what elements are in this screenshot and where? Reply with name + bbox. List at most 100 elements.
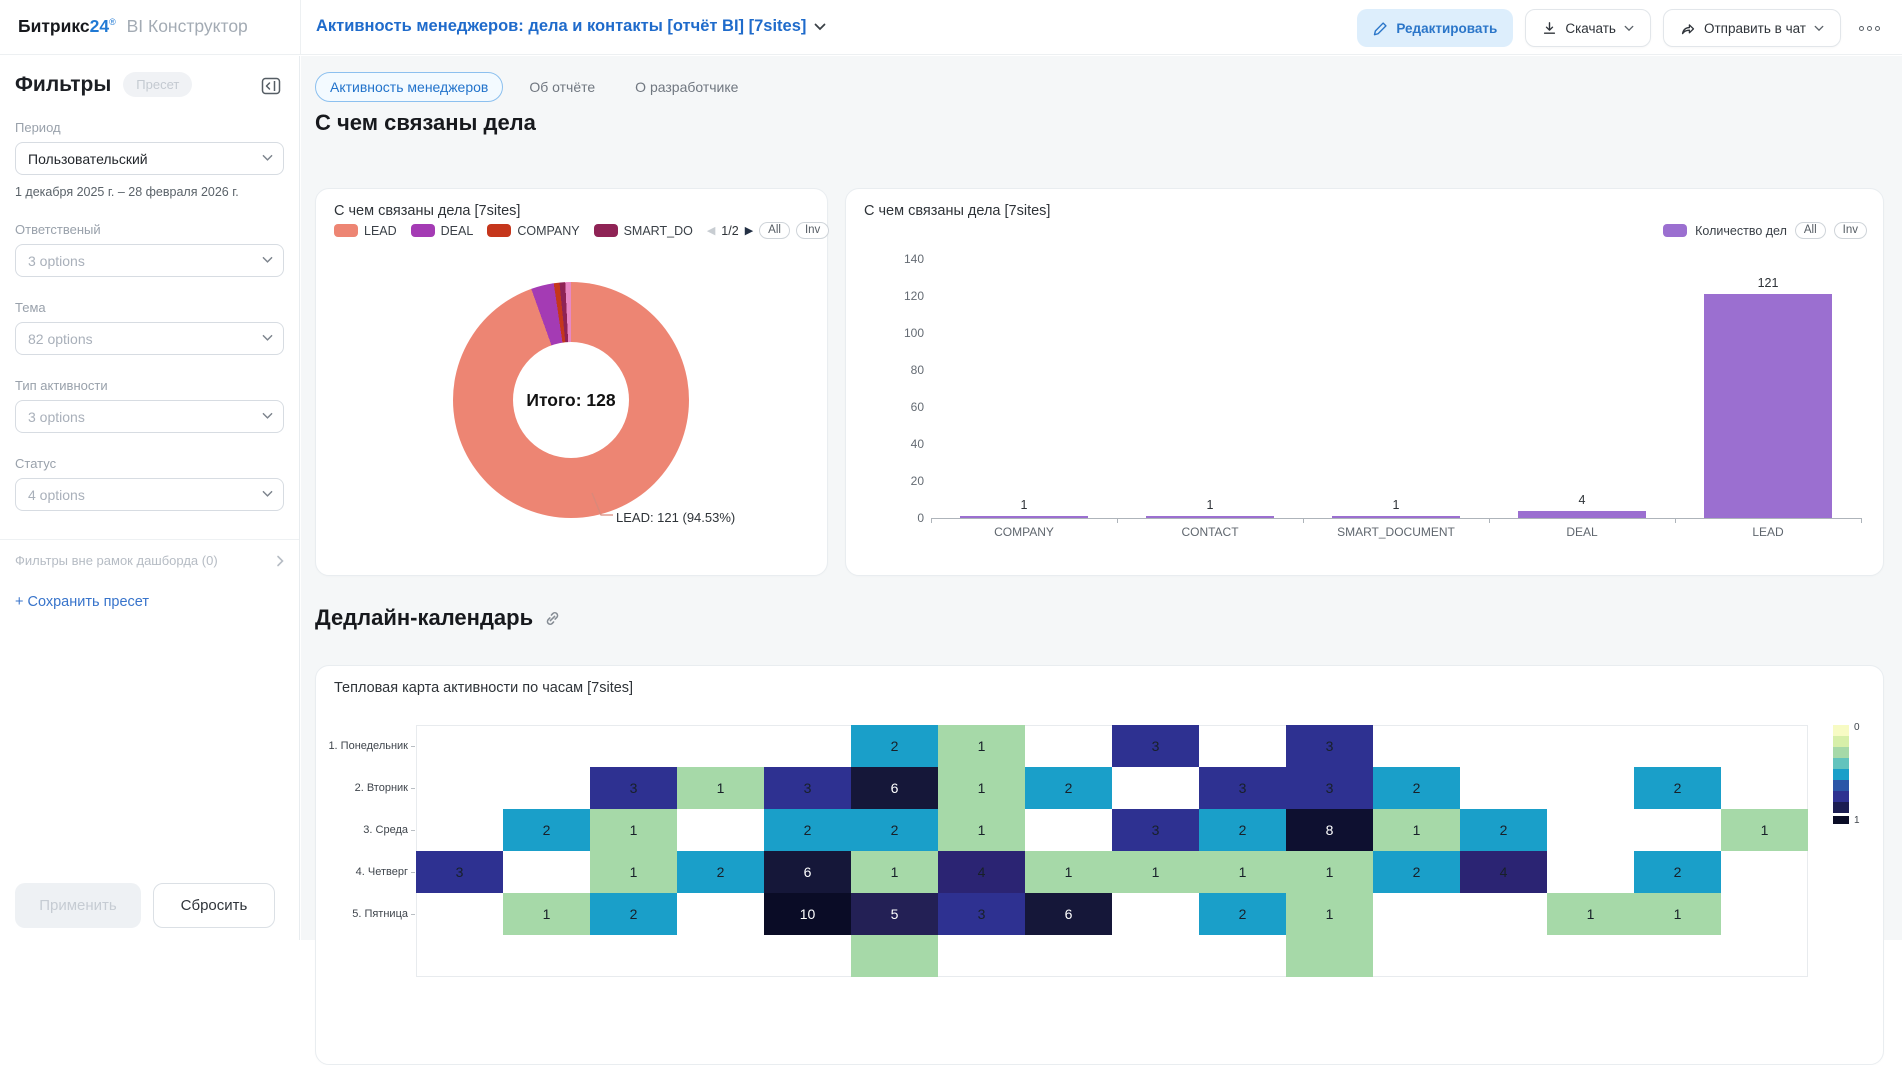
legend-prev-icon[interactable]: ◀ bbox=[706, 225, 716, 237]
heatmap-cell[interactable]: 1 bbox=[1286, 851, 1373, 893]
heatmap-cell[interactable]: 2 bbox=[764, 809, 851, 851]
bar-smart_document[interactable] bbox=[1332, 516, 1460, 518]
bar-company[interactable] bbox=[960, 516, 1088, 518]
legend-item-company[interactable]: COMPANY bbox=[487, 224, 580, 238]
heatmap-cell[interactable]: 2 bbox=[1025, 767, 1112, 809]
heatmap-cell[interactable]: 2 bbox=[851, 809, 938, 851]
filter-select-2[interactable]: 3 options bbox=[15, 244, 284, 277]
heatmap-cell[interactable]: 1 bbox=[1112, 851, 1199, 893]
filter-select-value: Пользовательский bbox=[28, 150, 148, 167]
heatmap-card: Тепловая карта активности по часам [7sit… bbox=[315, 665, 1884, 1065]
heatmap-cell[interactable] bbox=[1286, 935, 1373, 977]
donut-chart[interactable]: Итого: 128 bbox=[453, 282, 689, 518]
download-button[interactable]: Скачать bbox=[1525, 9, 1651, 47]
report-title-selector[interactable]: Активность менеджеров: дела и контакты [… bbox=[316, 17, 826, 36]
collapse-sidebar-button[interactable] bbox=[259, 74, 283, 98]
filters-title: Фильтры bbox=[15, 72, 112, 96]
more-menu-button[interactable] bbox=[1853, 25, 1886, 31]
bar-contact[interactable] bbox=[1146, 516, 1274, 518]
heatmap-cell[interactable] bbox=[851, 935, 938, 977]
heatmap-cell[interactable]: 6 bbox=[851, 767, 938, 809]
legend-item-deal[interactable]: DEAL bbox=[410, 224, 473, 238]
chevron-down-icon bbox=[1624, 25, 1634, 31]
heatmap-cell[interactable]: 2 bbox=[1199, 809, 1286, 851]
tab-2[interactable]: Об отчёте bbox=[529, 79, 596, 95]
filter-select-4[interactable]: 3 options bbox=[15, 400, 284, 433]
heatmap-cell[interactable]: 1 bbox=[1634, 893, 1721, 935]
edit-button[interactable]: Редактировать bbox=[1357, 9, 1514, 47]
filter-label-3: Тема bbox=[15, 300, 46, 315]
legend-inv-button[interactable]: Inv bbox=[1833, 222, 1867, 239]
heatmap-cell[interactable]: 3 bbox=[1112, 725, 1199, 767]
heatmap-cell[interactable]: 2 bbox=[590, 893, 677, 935]
preset-badge: Пресет bbox=[123, 72, 193, 97]
donut-legend: LEAD DEAL COMPANY SMART_DO ◀ 1/2 ▶ All Inv bbox=[334, 222, 830, 239]
heatmap-cell[interactable]: 3 bbox=[764, 767, 851, 809]
heatmap-cell[interactable]: 1 bbox=[938, 809, 1025, 851]
filter-select-5[interactable]: 4 options bbox=[15, 478, 284, 511]
header-divider bbox=[300, 0, 301, 55]
send-to-chat-button[interactable]: Отправить в чат bbox=[1662, 9, 1841, 47]
heatmap-cell[interactable]: 1 bbox=[1286, 893, 1373, 935]
heatmap-cell[interactable]: 1 bbox=[590, 809, 677, 851]
apply-button[interactable]: Применить bbox=[15, 883, 141, 928]
heatmap-cell[interactable]: 2 bbox=[1634, 851, 1721, 893]
heatmap-cell[interactable]: 1 bbox=[1373, 809, 1460, 851]
y-axis-label: 100 bbox=[903, 326, 924, 340]
heatmap-cell[interactable]: 6 bbox=[1025, 893, 1112, 935]
heatmap-cell[interactable]: 2 bbox=[851, 725, 938, 767]
heatmap-cell[interactable]: 2 bbox=[1373, 851, 1460, 893]
heatmap-cell[interactable]: 3 bbox=[938, 893, 1025, 935]
heatmap-cell[interactable]: 2 bbox=[677, 851, 764, 893]
heatmap-cell[interactable]: 2 bbox=[1634, 767, 1721, 809]
heatmap-cell[interactable]: 1 bbox=[938, 767, 1025, 809]
heatmap-cell[interactable]: 1 bbox=[1547, 893, 1634, 935]
heatmap-cell[interactable]: 1 bbox=[1721, 809, 1808, 851]
heatmap-cell[interactable]: 2 bbox=[1199, 893, 1286, 935]
legend-item-label: SMART_DO bbox=[623, 223, 693, 238]
legend-item-lead[interactable]: LEAD bbox=[334, 224, 397, 238]
x-axis-category-label: CONTACT bbox=[1181, 525, 1239, 539]
legend-next-icon[interactable]: ▶ bbox=[744, 225, 754, 237]
save-preset-link[interactable]: + Сохранить пресет bbox=[15, 594, 150, 610]
heatmap-cell[interactable]: 1 bbox=[677, 767, 764, 809]
heatmap-cell[interactable]: 3 bbox=[1112, 809, 1199, 851]
tab-1[interactable]: Активность менеджеров bbox=[315, 72, 504, 102]
heatmap-cell[interactable]: 2 bbox=[503, 809, 590, 851]
pencil-icon bbox=[1374, 21, 1387, 35]
outer-filters-link[interactable]: Фильтры вне рамок дашборда (0) bbox=[15, 553, 284, 568]
reset-button[interactable]: Сбросить bbox=[153, 883, 275, 928]
report-title[interactable]: Активность менеджеров: дела и контакты [… bbox=[316, 17, 807, 35]
heatmap-cell[interactable]: 6 bbox=[764, 851, 851, 893]
heatmap-cell[interactable]: 3 bbox=[590, 767, 677, 809]
heatmap-cell[interactable]: 1 bbox=[503, 893, 590, 935]
legend-inv-button[interactable]: Inv bbox=[795, 222, 830, 239]
filter-select-1[interactable]: Пользовательский bbox=[15, 142, 284, 175]
heatmap-cell[interactable]: 4 bbox=[1460, 851, 1547, 893]
heatmap-cell[interactable]: 3 bbox=[416, 851, 503, 893]
legend-item-smart_do[interactable]: SMART_DO bbox=[593, 223, 693, 238]
heatmap-cell[interactable]: 5 bbox=[851, 893, 938, 935]
legend-all-button[interactable]: All bbox=[1794, 222, 1826, 239]
link-icon[interactable] bbox=[543, 609, 562, 628]
tab-3[interactable]: О разработчике bbox=[635, 79, 739, 95]
heatmap-cell[interactable]: 3 bbox=[1199, 767, 1286, 809]
heatmap-cell[interactable]: 4 bbox=[938, 851, 1025, 893]
heatmap-cell[interactable]: 3 bbox=[1286, 725, 1373, 767]
heatmap-cell[interactable]: 1 bbox=[851, 851, 938, 893]
legend-all-button[interactable]: All bbox=[759, 222, 790, 239]
heatmap-cell[interactable]: 10 bbox=[764, 893, 851, 935]
heatmap-cell[interactable]: 1 bbox=[1025, 851, 1112, 893]
filter-select-3[interactable]: 82 options bbox=[15, 322, 284, 355]
bar-chart-card: С чем связаны дела [7sites] Количество д… bbox=[845, 188, 1884, 576]
bar-deal[interactable] bbox=[1518, 510, 1646, 518]
heatmap-cell[interactable]: 1 bbox=[938, 725, 1025, 767]
heatmap-cell[interactable]: 1 bbox=[1199, 851, 1286, 893]
heatmap-cell[interactable]: 8 bbox=[1286, 809, 1373, 851]
donut-chart-card: С чем связаны дела [7sites] LEAD DEAL COMP… bbox=[315, 188, 830, 576]
heatmap-cell[interactable]: 3 bbox=[1286, 767, 1373, 809]
bar-lead[interactable] bbox=[1704, 294, 1832, 518]
heatmap-cell[interactable]: 1 bbox=[590, 851, 677, 893]
heatmap-cell[interactable]: 2 bbox=[1373, 767, 1460, 809]
heatmap-cell[interactable]: 2 bbox=[1460, 809, 1547, 851]
